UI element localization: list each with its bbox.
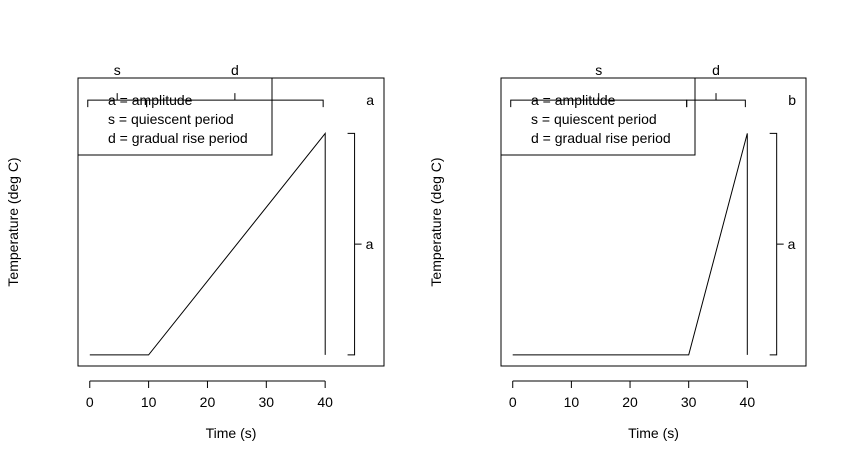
brace-label-d: d [231, 62, 239, 78]
x-tick-label: 10 [564, 394, 580, 410]
brace-label-a: a [366, 236, 374, 252]
x-tick-label: 0 [509, 394, 517, 410]
brace-d [146, 93, 324, 108]
brace-label-s: s [595, 62, 602, 78]
y-axis-label: Temperature (deg C) [428, 157, 444, 286]
brace-label-a: a [788, 236, 796, 252]
panel-label: a [366, 92, 374, 108]
x-tick-label: 40 [317, 394, 333, 410]
x-tick-label: 40 [740, 394, 756, 410]
x-tick-label: 20 [622, 394, 638, 410]
series-line [89, 131, 326, 356]
y-axis-label: Temperature (deg C) [5, 157, 21, 286]
legend-entry: s = quiescent period [108, 111, 234, 127]
x-tick-label: 0 [86, 394, 94, 410]
series-line [512, 133, 748, 356]
x-axis-label: Time (s) [628, 425, 679, 441]
brace-a [347, 132, 362, 356]
legend-entry: d = gradual rise period [108, 130, 248, 146]
x-tick-label: 10 [141, 394, 157, 410]
x-tick-label: 30 [259, 394, 275, 410]
legend-entry: d = gradual rise period [531, 130, 671, 146]
x-axis-label: Time (s) [206, 425, 257, 441]
legend-entry: s = quiescent period [531, 111, 657, 127]
x-tick-label: 30 [681, 394, 697, 410]
brace-label-d: d [712, 62, 720, 78]
legend-box [500, 77, 696, 156]
brace-d [686, 93, 746, 108]
brace-a [769, 132, 784, 356]
panel-label: b [788, 92, 796, 108]
brace-label-s: s [114, 62, 121, 78]
x-tick-label: 20 [200, 394, 216, 410]
legend-box [77, 77, 273, 156]
